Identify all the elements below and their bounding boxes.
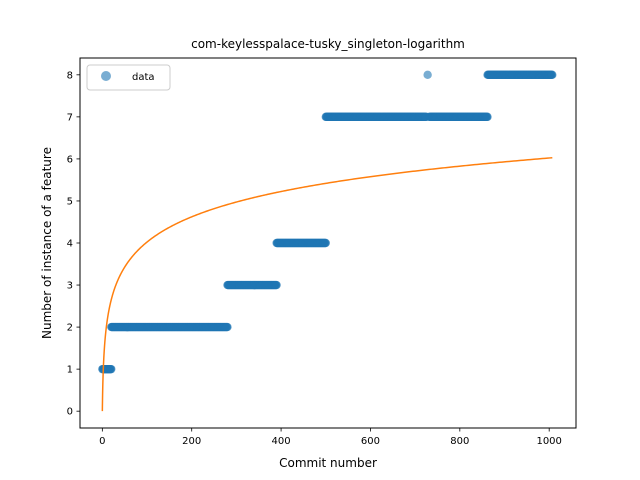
y-axis-label: Number of instance of a feature <box>40 147 54 339</box>
data-point <box>423 70 432 80</box>
y-tick-label: 6 <box>67 154 73 165</box>
data-point <box>223 322 232 332</box>
y-tick-label: 7 <box>67 112 73 123</box>
x-tick-label: 800 <box>450 436 469 447</box>
legend: data <box>86 64 171 91</box>
x-tick-label: 600 <box>361 436 380 447</box>
data-point <box>272 280 281 290</box>
x-tick-label: 400 <box>272 436 291 447</box>
y-tick-label: 0 <box>67 407 73 418</box>
legend-label-data: data <box>132 72 155 83</box>
data-point <box>548 70 557 80</box>
legend-box <box>86 64 171 91</box>
legend-marker-data <box>101 71 111 81</box>
x-tick-label: 200 <box>182 436 201 447</box>
y-tick-label: 1 <box>67 365 73 376</box>
data-point <box>321 238 330 248</box>
data-point <box>107 364 116 374</box>
y-tick-label: 5 <box>67 196 73 207</box>
chart-title: com-keylesspalace-tusky_singleton-logari… <box>191 37 465 51</box>
y-tick-label: 4 <box>67 239 73 250</box>
y-tick-label: 2 <box>67 323 73 334</box>
y-tick-label: 8 <box>67 70 73 81</box>
y-tick-label: 3 <box>67 281 73 292</box>
x-axis-label: Commit number <box>279 456 377 470</box>
x-tick-label: 1000 <box>536 436 561 447</box>
fit-line <box>101 156 553 412</box>
x-tick-label: 0 <box>99 436 105 447</box>
data-point <box>483 112 492 122</box>
